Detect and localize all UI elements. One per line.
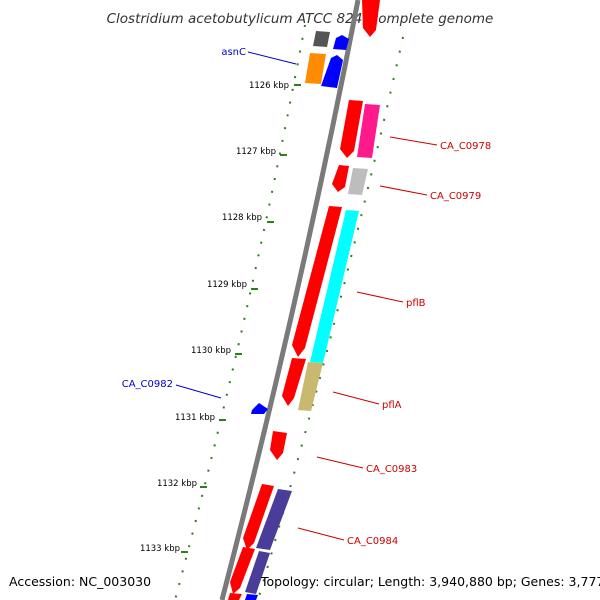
gene-label-ca-c0982[interactable]: CA_C0982 <box>122 379 173 390</box>
topology-text: Topology: circular; Length: 3,940,880 bp… <box>261 574 600 589</box>
genome-backbone <box>219 0 361 600</box>
gene-blue-forward[interactable] <box>321 55 343 88</box>
leader-asnc <box>247 51 297 65</box>
gene-label-pflb[interactable]: pflB <box>406 298 426 309</box>
leader-ca-c0984 <box>297 527 345 541</box>
kbp-tick-label: 1133 kbp <box>140 544 180 554</box>
gene-ca-c0984-purple[interactable] <box>256 489 292 550</box>
gene-pflb-cyan[interactable] <box>310 210 359 363</box>
gene-top-red[interactable] <box>362 0 380 37</box>
gene-label-ca-c0978[interactable]: CA_C0978 <box>440 141 491 152</box>
gene-features <box>228 0 380 600</box>
gene-bottom-red-2[interactable] <box>228 593 242 600</box>
gene-labels: asnC CA_C0978 CA_C0979 pflB CA_C0982 pfl… <box>122 47 492 547</box>
gene-ca-c0982-blue[interactable] <box>251 403 268 414</box>
gene-blue-small[interactable] <box>333 35 349 50</box>
leader-ca-c0979 <box>379 185 428 196</box>
gene-grey-dark[interactable] <box>313 31 330 47</box>
gene-ca-c0979-red[interactable] <box>332 165 349 192</box>
gene-label-ca-c0983[interactable]: CA_C0983 <box>366 464 417 475</box>
kbp-tick-label: 1132 kbp <box>157 479 197 489</box>
gene-label-ca-c0984[interactable]: CA_C0984 <box>347 536 398 547</box>
gene-pfla-khaki[interactable] <box>298 362 323 411</box>
map-title: Clostridium acetobutylicum ATCC 824, com… <box>107 11 494 27</box>
gene-pflb-red[interactable] <box>292 206 342 357</box>
gene-pfla-red[interactable] <box>282 358 306 406</box>
leader-pfla <box>332 391 380 405</box>
kbp-tick-label: 1130 kbp <box>191 346 231 356</box>
kbp-tick-label: 1127 kbp <box>236 147 276 157</box>
leader-ca-c0983 <box>316 456 364 469</box>
leader-ca-c0982 <box>175 384 222 399</box>
gene-label-ca-c0979[interactable]: CA_C0979 <box>430 191 481 202</box>
gene-label-leaders <box>175 51 438 541</box>
leader-ca-c0978 <box>389 136 438 146</box>
gene-ca-c0978-red[interactable] <box>340 100 363 158</box>
gene-bottom-blue[interactable] <box>245 594 258 600</box>
kbp-tick-label: 1128 kbp <box>222 213 262 223</box>
gene-ca-c0978-magenta[interactable] <box>357 104 380 158</box>
gene-bottom-purple[interactable] <box>245 551 270 594</box>
gene-bottom-red[interactable] <box>230 547 255 594</box>
kbp-tick-label: 1131 kbp <box>175 413 215 423</box>
kbp-tick-label: 1126 kbp <box>249 81 289 91</box>
gene-label-asnc[interactable]: asnC <box>221 47 246 58</box>
gene-ca-c0984-red[interactable] <box>243 484 274 550</box>
kbp-tick-label: 1129 kbp <box>207 280 247 290</box>
gene-ca-c0983-red[interactable] <box>270 431 287 460</box>
accession-text: Accession: NC_003030 <box>9 574 152 589</box>
leader-pflb <box>356 291 404 303</box>
gene-asnc-orange[interactable] <box>305 53 326 84</box>
inner-ruler <box>174 24 306 600</box>
kbp-ticks: 1126 kbp 1127 kbp 1128 kbp 1129 kbp 1130… <box>140 81 301 554</box>
gene-label-pfla[interactable]: pflA <box>382 400 402 411</box>
gene-ca-c0979-grey[interactable] <box>348 168 368 195</box>
